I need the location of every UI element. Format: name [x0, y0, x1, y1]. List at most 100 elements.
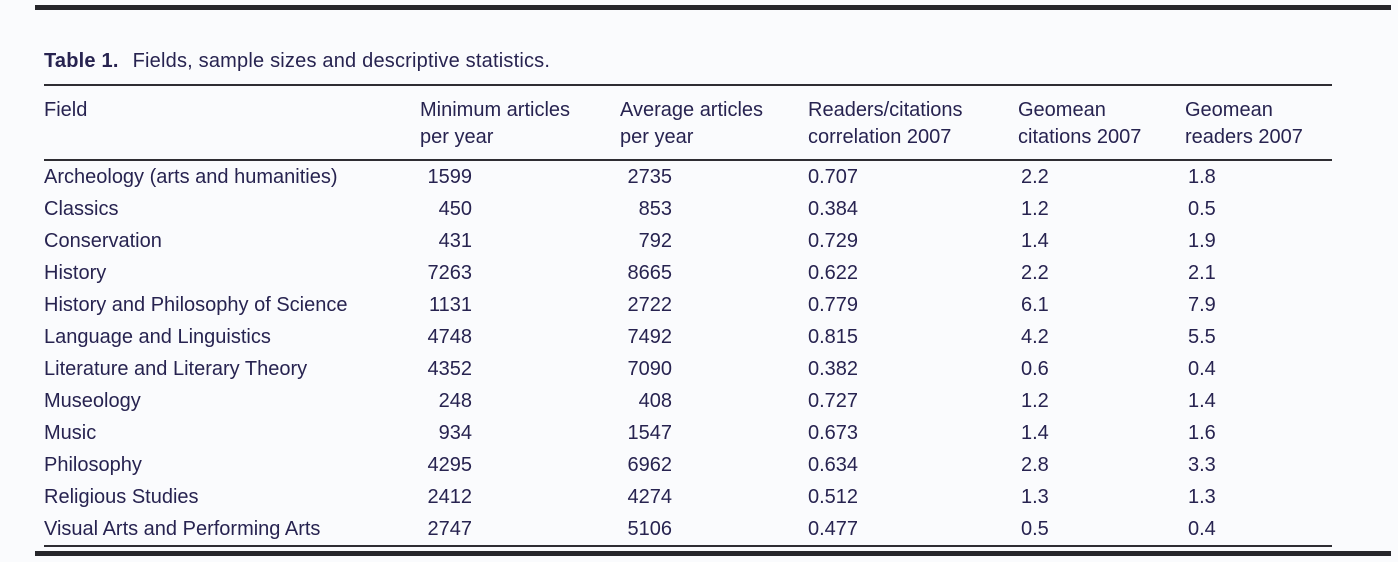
table-row: History and Philosophy of Science 1131 2… [44, 289, 1332, 321]
cell-geomean-citations: 1.2 [1018, 385, 1185, 417]
cell-field: History and Philosophy of Science [44, 289, 420, 321]
cell-avg-articles: 2735 [620, 160, 808, 193]
avg-articles-value: 4274 [627, 485, 673, 508]
cell-avg-articles: 7492 [620, 321, 808, 353]
column-header-geomean-citations: Geomean citations 2007 [1018, 85, 1185, 161]
field-value: History and Philosophy of Science [44, 293, 348, 316]
geomean-citations-value: 1.3 [1021, 485, 1049, 508]
geomean-citations-value: 1.2 [1021, 197, 1049, 220]
cell-geomean-citations: 4.2 [1018, 321, 1185, 353]
cell-geomean-citations: 2.8 [1018, 449, 1185, 481]
column-header-geomean-readers-line2: readers 2007 [1185, 126, 1303, 148]
correlation-value: 0.622 [808, 261, 859, 284]
cell-geomean-citations: 0.5 [1018, 513, 1185, 546]
avg-articles-value: 853 [638, 197, 672, 220]
cell-correlation: 0.634 [808, 449, 1018, 481]
geomean-readers-value: 1.9 [1188, 229, 1216, 252]
table-caption-text: Fields, sample sizes and descriptive sta… [132, 50, 551, 72]
correlation-value: 0.477 [808, 517, 859, 540]
cell-avg-articles: 792 [620, 225, 808, 257]
cell-avg-articles: 408 [620, 385, 808, 417]
geomean-readers-value: 1.8 [1188, 165, 1216, 188]
stats-table: Field Minimum articles per year Average … [44, 84, 1332, 547]
column-header-avg-articles-line1: Average articles [620, 99, 764, 121]
correlation-value: 0.779 [808, 293, 859, 316]
column-header-geomean-readers-line1: Geomean [1185, 99, 1273, 121]
cell-field: History [44, 257, 420, 289]
min-articles-value: 4748 [427, 325, 473, 348]
cell-min-articles: 934 [420, 417, 620, 449]
geomean-readers-value: 5.5 [1188, 325, 1216, 348]
cell-min-articles: 1599 [420, 160, 620, 193]
min-articles-value: 450 [438, 197, 472, 220]
correlation-value: 0.384 [808, 197, 859, 220]
cell-geomean-citations: 2.2 [1018, 160, 1185, 193]
min-articles-value: 4352 [427, 357, 473, 380]
cell-min-articles: 431 [420, 225, 620, 257]
cell-correlation: 0.382 [808, 353, 1018, 385]
column-header-avg-articles: Average articles per year [620, 85, 808, 161]
geomean-citations-value: 2.8 [1021, 453, 1049, 476]
geomean-citations-value: 0.6 [1021, 357, 1049, 380]
cell-geomean-citations: 1.4 [1018, 225, 1185, 257]
avg-articles-value: 5106 [627, 517, 673, 540]
cell-field: Museology [44, 385, 420, 417]
field-value: Conservation [44, 229, 162, 252]
cell-field: Religious Studies [44, 481, 420, 513]
field-value: Visual Arts and Performing Arts [44, 517, 321, 540]
cell-correlation: 0.673 [808, 417, 1018, 449]
table-row: Language and Linguistics 4748 7492 0.815… [44, 321, 1332, 353]
cell-field: Archeology (arts and humanities) [44, 160, 420, 193]
field-value: Classics [44, 197, 119, 220]
cell-correlation: 0.622 [808, 257, 1018, 289]
table-body: Archeology (arts and humanities) 1599 27… [44, 160, 1332, 546]
table-caption: Table 1. Fields, sample sizes and descrip… [44, 48, 550, 74]
cell-field: Conservation [44, 225, 420, 257]
cell-avg-articles: 5106 [620, 513, 808, 546]
cell-avg-articles: 6962 [620, 449, 808, 481]
avg-articles-value: 1547 [627, 421, 673, 444]
cell-geomean-readers: 1.8 [1185, 160, 1332, 193]
page-bottom-rule [35, 551, 1391, 556]
cell-min-articles: 2412 [420, 481, 620, 513]
cell-geomean-citations: 0.6 [1018, 353, 1185, 385]
cell-geomean-readers: 3.3 [1185, 449, 1332, 481]
table-row: Philosophy 4295 6962 0.634 2.8 3.3 [44, 449, 1332, 481]
column-header-correlation-line2: correlation 2007 [808, 126, 952, 148]
cell-correlation: 0.729 [808, 225, 1018, 257]
column-header-geomean-citations-line2: citations 2007 [1018, 126, 1142, 148]
geomean-citations-value: 1.4 [1021, 421, 1049, 444]
cell-min-articles: 450 [420, 193, 620, 225]
geomean-readers-value: 0.4 [1188, 517, 1216, 540]
cell-field: Classics [44, 193, 420, 225]
table-header-row: Field Minimum articles per year Average … [44, 85, 1332, 161]
table-row: Museology 248 408 0.727 1.2 1.4 [44, 385, 1332, 417]
correlation-value: 0.815 [808, 325, 859, 348]
field-value: Literature and Literary Theory [44, 357, 308, 380]
cell-avg-articles: 7090 [620, 353, 808, 385]
cell-correlation: 0.727 [808, 385, 1018, 417]
table-row: Classics 450 853 0.384 1.2 0.5 [44, 193, 1332, 225]
table-container: Field Minimum articles per year Average … [44, 84, 1332, 547]
cell-geomean-readers: 0.4 [1185, 353, 1332, 385]
field-value: Religious Studies [44, 485, 199, 508]
cell-geomean-readers: 1.9 [1185, 225, 1332, 257]
cell-geomean-citations: 1.3 [1018, 481, 1185, 513]
avg-articles-value: 2735 [627, 165, 673, 188]
column-header-correlation-line1: Readers/citations [808, 99, 963, 121]
geomean-readers-value: 0.5 [1188, 197, 1216, 220]
cell-geomean-readers: 7.9 [1185, 289, 1332, 321]
column-header-geomean-citations-line1: Geomean [1018, 99, 1106, 121]
min-articles-value: 1599 [427, 165, 473, 188]
column-header-field: Field [44, 85, 420, 161]
geomean-citations-value: 0.5 [1021, 517, 1049, 540]
avg-articles-value: 408 [638, 389, 672, 412]
min-articles-value: 7263 [427, 261, 473, 284]
cell-field: Philosophy [44, 449, 420, 481]
table-caption-label: Table 1. [44, 50, 119, 72]
min-articles-value: 934 [438, 421, 472, 444]
min-articles-value: 1131 [428, 293, 472, 316]
correlation-value: 0.512 [808, 485, 859, 508]
geomean-readers-value: 3.3 [1188, 453, 1216, 476]
avg-articles-value: 2722 [627, 293, 673, 316]
